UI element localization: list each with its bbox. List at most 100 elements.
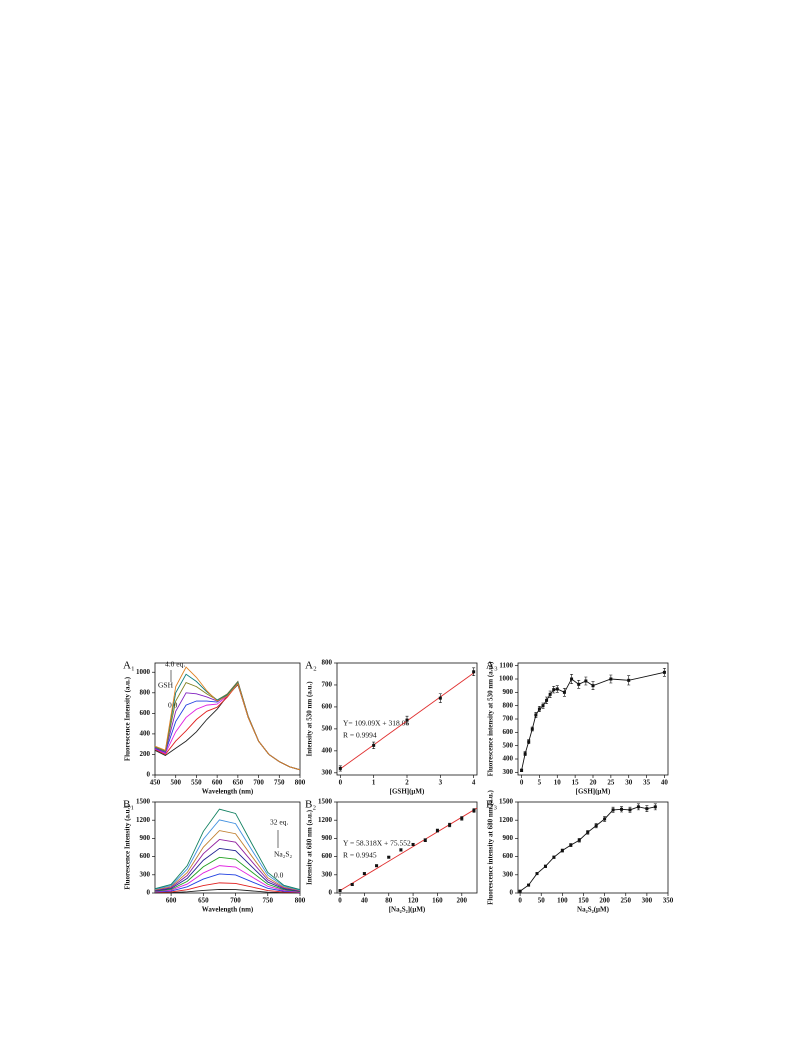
data-point [460, 816, 464, 820]
plot-frame [517, 801, 669, 894]
data-point [438, 696, 442, 700]
x-tick-label: 650 [233, 779, 244, 787]
x-tick-label: 800 [295, 779, 306, 787]
data-point [435, 829, 439, 833]
x-axis-label: Na₂S₂(μM) [577, 906, 610, 914]
series-line [154, 808, 301, 891]
y-axis-label: Fluorescence Intensity (a.u.) [124, 805, 132, 890]
y-tick-label: 200 [140, 750, 151, 758]
data-point [537, 707, 541, 711]
data-point [350, 883, 354, 887]
x-axis-label: [GSH](μM) [390, 788, 425, 796]
annotation: 0.0 [274, 871, 284, 880]
data-point [645, 807, 649, 811]
y-tick-label: 300 [322, 870, 333, 878]
y-tick-label: 600 [140, 852, 151, 860]
panel-label: B₂ [305, 799, 316, 811]
y-tick-label: 900 [503, 834, 514, 842]
data-point [472, 808, 476, 812]
x-tick-label: 15 [572, 779, 580, 787]
data-point [411, 842, 415, 846]
x-tick-label: 250 [620, 897, 631, 905]
y-tick-label: 600 [322, 703, 333, 711]
x-tick-label: 500 [170, 779, 181, 787]
data-point [375, 864, 379, 868]
annotation: 4.0 eq. [165, 660, 185, 669]
data-point [636, 805, 640, 809]
data-point [472, 670, 476, 674]
data-point [603, 817, 607, 821]
x-tick-label: 650 [198, 897, 209, 905]
data-point [584, 679, 588, 683]
data-point [620, 807, 624, 811]
y-tick-label: 300 [322, 768, 333, 776]
annotation: 32 eq. [270, 818, 288, 827]
y-tick-label: 900 [503, 688, 514, 696]
plot-frame [154, 801, 301, 894]
data-point [562, 690, 566, 694]
x-axis-label: [GSH](μM) [576, 788, 611, 796]
x-axis-label: [Na₂S₂](μM) [389, 906, 426, 914]
series-line [154, 847, 301, 892]
x-tick-label: 0 [339, 779, 343, 787]
data-point [548, 692, 552, 696]
x-tick-label: 40 [361, 897, 369, 905]
panel-label: A₂ [305, 660, 317, 672]
data-point [541, 704, 545, 708]
x-tick-label: 600 [166, 897, 177, 905]
x-tick-label: 200 [457, 897, 468, 905]
x-tick-label: 700 [230, 897, 241, 905]
data-point [569, 843, 573, 847]
annotation: R = 0.9945 [343, 851, 377, 860]
data-point [362, 872, 366, 876]
y-tick-label: 400 [140, 730, 151, 738]
y-tick-label: 900 [140, 834, 151, 842]
data-point [627, 678, 631, 682]
x-axis-label: Wavelength (nm) [202, 906, 254, 914]
series-line [154, 856, 301, 892]
series-line [154, 882, 301, 894]
y-axis-label: Intensity at 530 nm (a.u.) [306, 681, 314, 757]
x-tick-label: 80 [385, 897, 393, 905]
series-line [154, 839, 301, 892]
x-tick-label: 10 [554, 779, 562, 787]
y-tick-label: 800 [140, 688, 151, 696]
x-tick-label: 120 [408, 897, 419, 905]
data-point [387, 855, 391, 859]
panel-label: A₁ [123, 660, 135, 672]
annotation: GSH [158, 681, 174, 690]
data-point [545, 698, 549, 702]
y-tick-label: 800 [503, 701, 514, 709]
x-tick-label: 3 [439, 779, 443, 787]
x-tick-label: 750 [263, 897, 274, 905]
x-tick-label: 160 [432, 897, 443, 905]
data-point [543, 864, 547, 868]
y-tick-label: 900 [322, 834, 333, 842]
series-line [339, 807, 478, 891]
x-tick-label: 0 [520, 779, 524, 787]
x-tick-label: 0 [338, 897, 342, 905]
data-point [338, 766, 342, 770]
data-point [552, 855, 556, 859]
data-point [653, 805, 657, 809]
series-line [154, 819, 301, 891]
data-point [534, 713, 538, 717]
plot-frame [154, 662, 301, 776]
y-tick-label: 700 [322, 681, 333, 689]
x-tick-label: 200 [599, 897, 610, 905]
data-point [535, 872, 539, 876]
series-line [154, 873, 301, 893]
x-tick-label: 35 [643, 779, 651, 787]
y-tick-label: 1000 [499, 675, 514, 683]
y-tick-label: 300 [503, 768, 514, 776]
y-tick-label: 1500 [136, 798, 151, 806]
y-tick-label: 0 [147, 889, 151, 897]
x-tick-label: 0 [518, 897, 522, 905]
data-point [577, 682, 581, 686]
series-line [154, 888, 301, 894]
x-tick-label: 450 [150, 779, 161, 787]
data-point [448, 823, 452, 827]
data-point [586, 830, 590, 834]
y-tick-label: 1200 [136, 816, 151, 824]
